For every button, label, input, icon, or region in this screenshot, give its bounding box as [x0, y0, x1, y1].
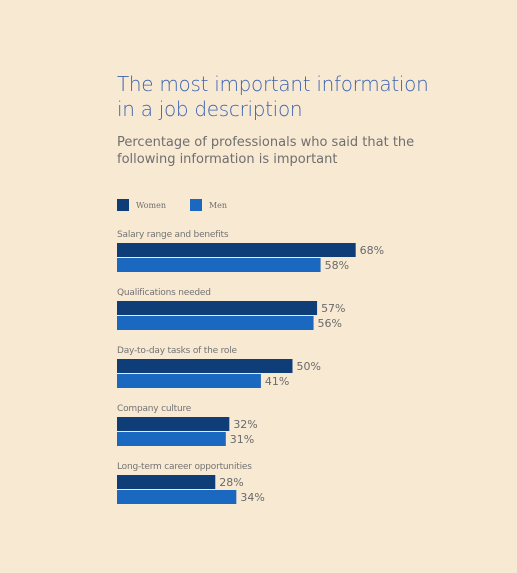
value-label-men-qualifications-needed: 56%: [318, 317, 342, 330]
value-label-men-company-culture: 31%: [230, 433, 254, 446]
category-label-day-to-day-tasks-of-the-role: Day-to-day tasks of the role: [117, 346, 237, 356]
legend-label-women: Women: [136, 200, 166, 210]
bar-men-company-culture: [117, 432, 226, 446]
bar-women-salary-range-and-benefits: [117, 243, 356, 257]
legend-item-women: Women: [117, 199, 166, 211]
value-label-men-day-to-day-tasks-of-the-role: 41%: [265, 375, 289, 388]
bar-women-long-term-career-opportunities: [117, 475, 216, 489]
category-label-salary-range-and-benefits: Salary range and benefits: [117, 230, 229, 240]
value-label-women-qualifications-needed: 57%: [321, 302, 345, 315]
bar-men-day-to-day-tasks-of-the-role: [117, 374, 261, 388]
legend-label-men: Men: [208, 200, 228, 210]
bar-men-long-term-career-opportunities: [117, 490, 237, 504]
legend-swatch-men: [189, 199, 202, 211]
value-label-women-day-to-day-tasks-of-the-role: 50%: [297, 360, 321, 373]
value-label-men-long-term-career-opportunities: 34%: [240, 491, 264, 504]
legend-item-men: Men: [189, 199, 228, 211]
category-label-company-culture: Company culture: [117, 404, 192, 414]
value-label-men-salary-range-and-benefits: 58%: [325, 259, 349, 272]
bar-men-salary-range-and-benefits: [117, 258, 321, 272]
category-label-long-term-career-opportunities: Long-term career opportunities: [117, 462, 252, 472]
bar-women-qualifications-needed: [117, 301, 318, 315]
value-label-women-salary-range-and-benefits: 68%: [360, 244, 384, 257]
legend-swatch-women: [117, 199, 129, 211]
bar-women-day-to-day-tasks-of-the-role: [117, 359, 293, 373]
chart-legend: Women Men: [117, 199, 251, 211]
value-label-women-long-term-career-opportunities: 28%: [219, 476, 243, 489]
category-label-qualifications-needed: Qualifications needed: [117, 288, 211, 298]
bar-women-company-culture: [117, 417, 230, 431]
bar-men-qualifications-needed: [117, 316, 314, 330]
chart-title: The most important information in a job …: [117, 72, 429, 121]
value-label-women-company-culture: 32%: [233, 418, 257, 431]
chart-subtitle: Percentage of professionals who said tha…: [117, 135, 415, 167]
